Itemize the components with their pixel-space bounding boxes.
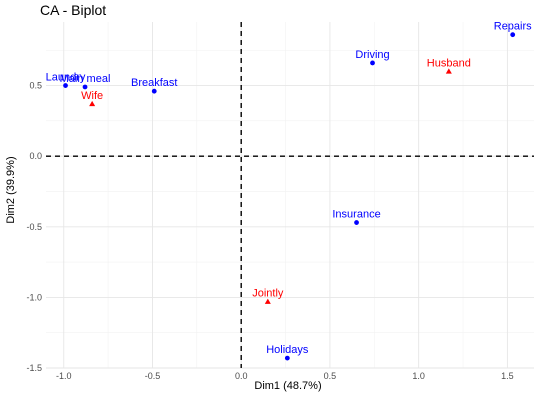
y-axis-title: Dim2 (39.9%) bbox=[5, 156, 17, 224]
x-tick-label: 0.0 bbox=[235, 371, 248, 381]
point-label: Main meal bbox=[60, 73, 111, 85]
point-label: Repairs bbox=[494, 21, 532, 33]
x-tick-label: -1.0 bbox=[56, 371, 72, 381]
point-label: Insurance bbox=[332, 209, 380, 221]
chart-title: CA - Biplot bbox=[40, 2, 107, 18]
x-tick-label: 1.0 bbox=[412, 371, 425, 381]
x-tick-label: 1.5 bbox=[501, 371, 514, 381]
point-marker bbox=[445, 68, 452, 74]
y-tick-label: 0.5 bbox=[29, 81, 42, 91]
y-tick-label: 0.0 bbox=[29, 151, 42, 161]
point-marker bbox=[354, 220, 359, 225]
point-marker bbox=[510, 32, 516, 38]
x-axis-title: Dim1 (48.7%) bbox=[254, 380, 322, 392]
y-tick-label: -1.5 bbox=[26, 363, 42, 373]
point-marker bbox=[63, 83, 68, 88]
point-label: Driving bbox=[355, 49, 389, 61]
y-tick-label: -1.0 bbox=[26, 292, 42, 302]
point-label: Wife bbox=[81, 90, 103, 102]
point-marker bbox=[89, 100, 96, 107]
point-marker bbox=[151, 88, 157, 94]
x-tick-label: 0.5 bbox=[324, 371, 337, 381]
point-label: Breakfast bbox=[131, 77, 177, 89]
point-marker bbox=[370, 60, 375, 66]
y-tick-label: -0.5 bbox=[26, 222, 42, 232]
point-label: Holidays bbox=[266, 344, 309, 356]
point-marker bbox=[284, 355, 290, 361]
point-label: Husband bbox=[427, 57, 471, 69]
point-label: Jointly bbox=[252, 288, 284, 300]
point-marker bbox=[82, 84, 88, 90]
x-tick-label: -0.5 bbox=[145, 371, 161, 381]
point-marker bbox=[264, 298, 271, 304]
point-label: Laundry bbox=[46, 72, 86, 84]
